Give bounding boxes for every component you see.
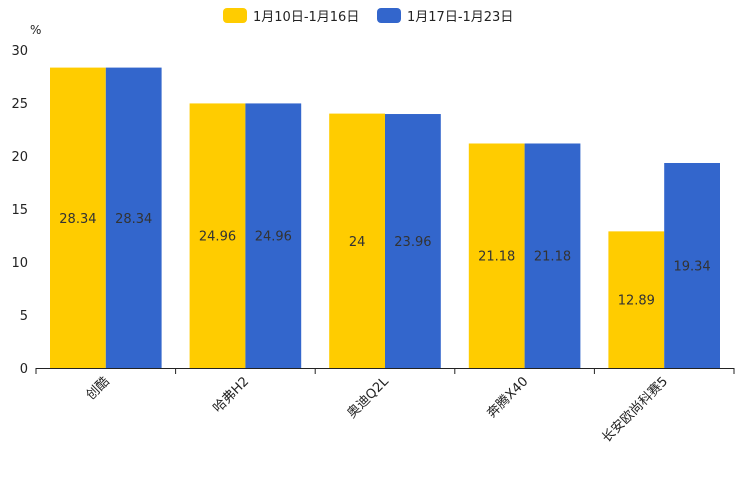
data-label: 12.89 (618, 294, 655, 309)
data-label: 24.96 (199, 230, 236, 245)
data-label: 23.96 (394, 235, 431, 250)
y-axis-unit-label: % (30, 23, 41, 37)
data-label: 28.34 (59, 212, 96, 227)
y-axis: 0 5 10 15 20 25 30 (11, 44, 28, 377)
x-category-label: 奔腾X40 (484, 374, 532, 422)
y-tick-label: 0 (20, 362, 28, 377)
legend-swatch-1 (223, 8, 247, 23)
bar-series2-4[interactable] (524, 143, 581, 368)
y-tick-label: 10 (11, 256, 28, 271)
data-label: 24.96 (255, 230, 292, 245)
legend-swatch-2 (377, 8, 401, 23)
data-label: 19.34 (673, 259, 710, 274)
bar-series2-5[interactable] (664, 162, 720, 368)
x-category-label: 哈弗H2 (210, 374, 252, 416)
y-tick-label: 15 (11, 203, 28, 218)
bar-series1-4[interactable] (468, 143, 525, 368)
bar-series1-1[interactable] (50, 67, 106, 368)
bar-series2-2[interactable] (245, 103, 302, 368)
data-label: 24 (349, 235, 366, 250)
bar-series1-3[interactable] (329, 113, 385, 368)
x-category-label: 创酷 (84, 374, 113, 403)
legend-item-2[interactable]: 1月17日-1月23日 (377, 8, 513, 25)
legend: 1月10日-1月16日 1月17日-1月23日 (223, 8, 513, 25)
bar-series1-5[interactable] (608, 231, 665, 368)
y-tick-label: 30 (11, 44, 28, 59)
data-label: 21.18 (478, 250, 515, 265)
y-tick-label: 5 (20, 309, 28, 324)
legend-label-2: 1月17日-1月23日 (407, 10, 513, 25)
legend-label-1: 1月10日-1月16日 (253, 10, 359, 25)
y-tick-label: 25 (11, 97, 28, 112)
data-label: 28.34 (115, 212, 152, 227)
x-category-label: 奥迪Q2L (345, 374, 393, 422)
legend-item-1[interactable]: 1月10日-1月16日 (223, 8, 359, 25)
bar-series1-2[interactable] (189, 103, 246, 368)
y-tick-label: 20 (11, 150, 28, 165)
bar-series2-3[interactable] (385, 114, 441, 368)
value-labels: 28.34 24.96 24 21.18 12.89 28.34 24.96 23.96 21.… (59, 212, 710, 309)
bar-series2-1[interactable] (105, 67, 162, 368)
bars (50, 67, 720, 368)
x-category-label: 长安欧尚科赛5 (599, 374, 671, 446)
data-label: 21.18 (534, 250, 571, 265)
x-axis: 创酷 哈弗H2 奥迪Q2L 奔腾X40 长安欧尚科赛5 (35, 368, 735, 446)
